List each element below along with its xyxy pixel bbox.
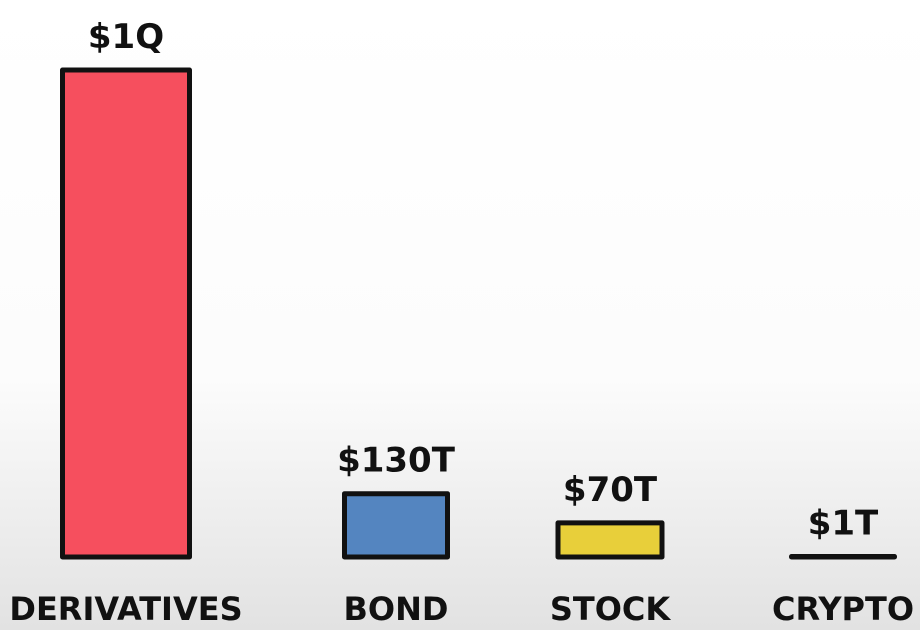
x-tick-label: BOND [344,590,449,628]
x-tick-label: STOCK [550,590,672,628]
value-label: $130T [337,441,456,481]
value-label: $70T [563,470,658,510]
value-label: $1T [808,504,879,544]
bar [558,523,662,557]
bar [63,70,190,557]
value-label: $1Q [88,17,164,57]
bar [345,494,448,557]
x-tick-label: CRYPTO [772,590,914,628]
x-tick-label: DERIVATIVES [9,590,242,628]
